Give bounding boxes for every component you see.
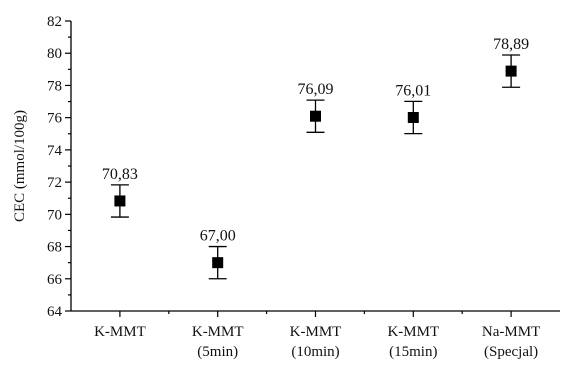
y-tick-label: 76 (47, 111, 63, 127)
data-label: 70,83 (102, 166, 138, 183)
data-point (110, 184, 129, 218)
square-marker (310, 110, 321, 122)
y-tick-label: 70 (47, 207, 62, 223)
x-tick-label: Na-MMT (Specjal) (482, 324, 540, 360)
y-tick-label: 74 (47, 143, 63, 159)
y-tick-label: 78 (47, 78, 62, 94)
data-point (502, 54, 521, 88)
x-tick-label: K-MMT (10min) (290, 324, 342, 360)
x-tick-label: K-MMT (15min) (387, 324, 439, 360)
data-labels: 70,83 67,00 76,09 76,01 78,89 (102, 36, 529, 245)
data-label: 67,00 (200, 228, 236, 245)
x-tick-label: K-MMT (94, 324, 146, 340)
data-points (110, 54, 521, 280)
y-ticks: 64 66 68 70 72 74 76 78 80 82 (47, 14, 71, 320)
x-ticks: K-MMT K-MMT (5min) K-MMT (10min) K-MMT (15min)… (94, 311, 540, 360)
y-tick-label: 72 (47, 175, 62, 191)
square-marker (505, 65, 517, 77)
y-axis-title: CEC (mmol/100g) (12, 110, 28, 222)
y-tick-label: 82 (47, 14, 62, 30)
y-tick-label: 80 (47, 46, 62, 62)
data-point (306, 99, 325, 133)
data-point (208, 245, 227, 280)
data-label: 76,09 (298, 81, 334, 98)
square-marker (212, 257, 224, 269)
square-marker (407, 112, 419, 124)
y-tick-label: 64 (47, 304, 63, 320)
y-tick-label: 66 (47, 272, 63, 288)
x-tick-label: K-MMT (5min) (192, 324, 244, 360)
data-label: 76,01 (395, 82, 431, 99)
axes (70, 21, 560, 312)
data-point (404, 100, 423, 135)
square-marker (114, 195, 126, 207)
y-tick-label: 68 (47, 240, 62, 256)
data-label: 78,89 (493, 36, 529, 53)
